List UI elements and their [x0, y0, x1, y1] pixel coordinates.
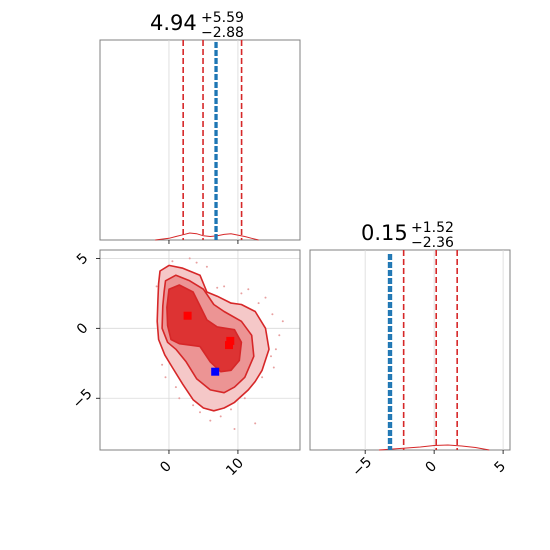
- panel-bottom-left-contour-inner: [166, 284, 243, 373]
- panel-top-left-title-median: 4.94: [150, 11, 197, 35]
- panel-bottom-left-scatter-point: [199, 411, 201, 414]
- panel-top-left-title-minus: −2.88: [201, 25, 244, 41]
- panel-bottom-right-histogram: [378, 444, 490, 451]
- panel-bottom-left-scatter-point: [278, 334, 281, 337]
- panel-top-left-grid: [168, 40, 239, 240]
- panel-bottom-left-scatter-point: [271, 313, 274, 316]
- panel-bottom-left-scatter-point: [178, 397, 181, 400]
- panel-bottom-left-scatter-point: [209, 419, 212, 422]
- panel-bottom-left-marker: [226, 336, 235, 345]
- panel-bottom-left-scatter-point: [219, 415, 222, 418]
- panel-bottom-left-scatter-point: [257, 302, 260, 305]
- panel-bottom-left-scatter-point: [243, 397, 246, 400]
- panel-bottom-left-scatter-point: [264, 296, 267, 299]
- panel-bottom-left-scatter-point: [216, 286, 219, 289]
- panel-bottom-right: −5 0 5 0.15 +1.52 −2.36: [309, 220, 511, 480]
- panel-bottom-right-title-plus: +1.52: [411, 220, 454, 236]
- panel-bottom-left-scatter-point: [161, 363, 164, 366]
- panel-bottom-left-ytick-label: 0: [74, 320, 92, 338]
- panel-bottom-right-title: 0.15: [361, 221, 408, 245]
- panel-top-left-content: [155, 40, 259, 244]
- panel-bottom-left-xtick-label: 0: [157, 458, 175, 476]
- panel-bottom-left-xtick-label: 10: [223, 455, 247, 479]
- panel-bottom-left-scatter-point: [270, 355, 272, 358]
- panel-bottom-left-scatter-point: [174, 386, 177, 389]
- panel-bottom-right-xtick-label: −5: [349, 454, 375, 480]
- panel-top-left-title-plus: +5.59: [201, 10, 244, 26]
- panel-bottom-left-scatter-point: [195, 261, 198, 264]
- panel-bottom-left-scatter-point: [164, 376, 167, 379]
- panel-bottom-left-scatter-point: [247, 288, 250, 291]
- panel-bottom-right-grid: [364, 250, 504, 450]
- panel-bottom-right-title-median: 0.15: [361, 221, 408, 245]
- panel-bottom-left-scatter-point: [223, 285, 226, 288]
- panel-bottom-left: 0 10 5 0 −5: [70, 249, 301, 479]
- panel-bottom-left-marker: [211, 367, 220, 376]
- panel-bottom-left-marker: [225, 341, 233, 350]
- panel-top-left-title: 4.94: [150, 11, 197, 35]
- panel-bottom-right-content: [378, 250, 490, 451]
- panel-bottom-left-content: [155, 257, 284, 430]
- panel-bottom-left-scatter-point: [155, 285, 158, 288]
- panel-bottom-right-xtick-label: 5: [491, 458, 509, 476]
- panel-bottom-left-frame: [99, 249, 301, 451]
- panel-bottom-left-ytick-label: −5: [70, 386, 96, 412]
- panel-bottom-left-scatter-point: [233, 428, 236, 430]
- panel-bottom-left-scatter-point: [192, 404, 195, 407]
- panel-bottom-left-scatter-point: [281, 320, 284, 323]
- panel-bottom-left-scatter-point: [261, 376, 264, 379]
- panel-bottom-left-marker: [183, 311, 192, 320]
- panel-bottom-right-xticks: −5 0 5: [349, 450, 509, 480]
- panel-bottom-left-scatter-point: [205, 265, 208, 268]
- panel-bottom-right-title-minus: −2.36: [411, 235, 454, 251]
- panel-bottom-left-scatter-point: [272, 366, 275, 369]
- panel-top-left: 4.94 +5.59 −2.88: [99, 10, 301, 244]
- panel-top-left-frame: [99, 39, 301, 241]
- panel-bottom-right-frame: [309, 249, 511, 451]
- panel-bottom-left-scatter-point: [230, 408, 232, 411]
- panel-top-left-histogram: [155, 232, 259, 241]
- panel-bottom-left-scatter-point: [274, 348, 277, 351]
- panel-bottom-right-xtick-label: 0: [422, 458, 440, 476]
- panel-bottom-left-ytick-label: 5: [74, 250, 92, 268]
- panel-bottom-left-scatter-point: [171, 260, 174, 263]
- panel-bottom-left-scatter-point: [188, 257, 191, 260]
- panel-bottom-left-scatter-point: [254, 422, 257, 425]
- panel-bottom-left-scatter-point: [240, 292, 243, 295]
